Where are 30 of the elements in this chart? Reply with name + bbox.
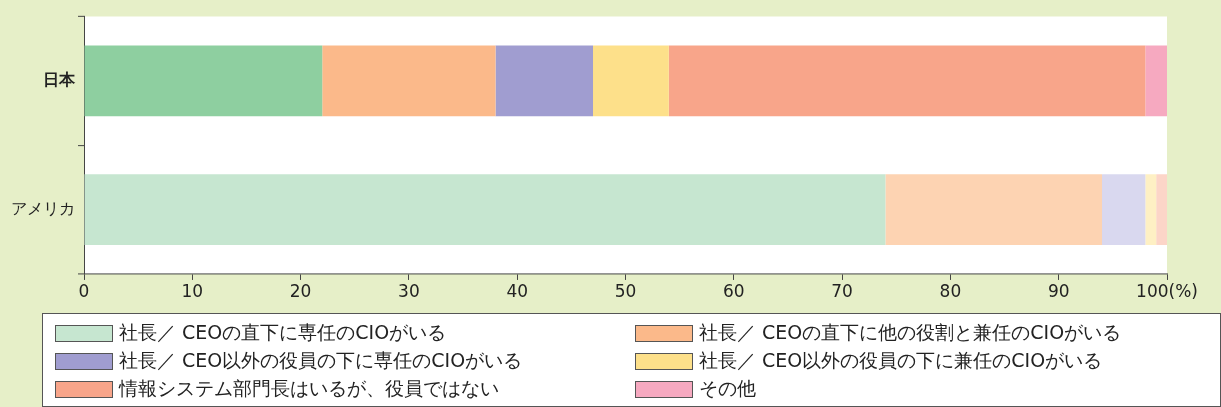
- legend-label: 社長／ CEOの直下に専任のCIOがいる: [119, 320, 447, 345]
- bar: [593, 45, 669, 117]
- bar: [885, 174, 1103, 246]
- x-tick-label: 70: [831, 281, 853, 302]
- x-tick-label: 0: [78, 281, 90, 302]
- bar: [84, 174, 886, 246]
- bar: [495, 45, 594, 117]
- x-tick-label: 100(%): [1136, 281, 1198, 302]
- x-tick-label: 50: [614, 281, 637, 302]
- legend-label: その他: [699, 376, 756, 401]
- bar: [1145, 174, 1157, 246]
- bar: [322, 45, 496, 117]
- legend-label: 情報システム部門長はいるが、役員ではない: [119, 376, 499, 401]
- bar: [668, 45, 1146, 117]
- x-tick-label: 90: [1047, 281, 1070, 302]
- x-tick-label: 20: [289, 281, 312, 302]
- bar: [1156, 174, 1167, 246]
- x-tick-label: 60: [722, 281, 745, 302]
- legend-label: 社長／ CEO以外の役員の下に専任のCIOがいる: [119, 348, 523, 373]
- bar: [1145, 45, 1167, 117]
- bar: [84, 45, 323, 117]
- x-tick-label: 10: [181, 281, 204, 302]
- x-tick-label: 80: [939, 281, 962, 302]
- bar: [1102, 174, 1146, 246]
- legend-label: 社長／ CEO以外の役員の下に兼任のCIOがいる: [699, 348, 1103, 373]
- x-tick-label: 30: [398, 281, 420, 302]
- y-tick-label: アメリカ: [10, 198, 75, 218]
- x-tick-label: 40: [506, 281, 529, 302]
- legend-label: 社長／ CEOの直下に他の役割と兼任のCIOがいる: [699, 320, 1122, 345]
- y-tick-label: 日本: [42, 70, 77, 89]
